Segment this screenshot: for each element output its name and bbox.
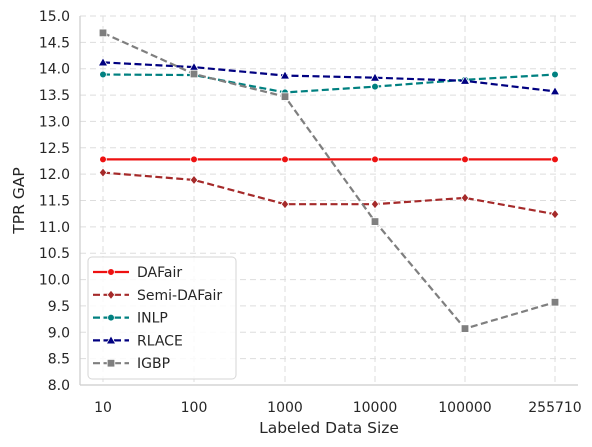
series-dafair [99, 155, 559, 164]
igbp-point [460, 324, 470, 333]
semi-dafair-point [460, 192, 470, 204]
y-tick-label: 11.5 [39, 194, 70, 210]
dafair-point [190, 155, 198, 164]
legend-item-igbp: IGBP [93, 356, 170, 372]
y-tick-label: 15.0 [39, 9, 70, 25]
igbp-point [370, 217, 380, 226]
y-tick-label: 14.0 [39, 62, 70, 78]
semi-dafair-point [98, 167, 108, 178]
y-tick-label: 12.5 [39, 141, 70, 157]
dafair-point [551, 155, 559, 164]
igbp-point [189, 69, 199, 79]
y-tick-label: 10.5 [39, 246, 70, 262]
y-tick-label: 13.5 [39, 88, 70, 104]
legend-label: RLACE [137, 333, 183, 349]
x-tick-label: 10 [94, 400, 112, 416]
legend-item-inlp: INLP [93, 311, 168, 327]
legend-item-rlace: RLACE [93, 333, 183, 349]
x-tick-label: 255710 [528, 400, 581, 416]
axes [79, 16, 578, 386]
legend-marker [107, 313, 115, 322]
inlp-line [102, 73, 556, 94]
rlace-point [459, 75, 471, 85]
x-tick-label: 10000 [353, 400, 398, 416]
series-inlp [99, 70, 559, 97]
semi-dafair-point [189, 174, 199, 186]
legend-item-semi-dafair: Semi-DAFair [93, 288, 222, 304]
legend-label: INLP [137, 311, 168, 327]
y-tick-label: 9.5 [48, 299, 70, 315]
legend-box [87, 256, 237, 380]
y-tick-label: 10.0 [39, 273, 70, 289]
legend-items: DAFair Semi-DAFair INLP RLACE IGBP [93, 265, 222, 372]
inlp-point [551, 70, 559, 79]
igbp-point [550, 298, 560, 307]
dafair-point [99, 155, 107, 164]
legend-marker [107, 268, 115, 276]
legend-label: IGBP [137, 356, 170, 372]
rlace-point [97, 56, 109, 67]
legend-marker [105, 334, 117, 345]
dafair-point [461, 155, 469, 164]
series-rlace [97, 56, 561, 96]
legend-label: DAFair [137, 265, 182, 281]
y-tick-labels: 8.0 8.5 9.0 9.5 10.0 10.5 11.0 11.5 12.0 12.5 13.0… [39, 9, 70, 394]
igbp-point [280, 92, 290, 101]
semi-dafair-point [370, 198, 380, 210]
series-lines [97, 28, 561, 333]
semi-dafair-line [102, 171, 556, 216]
rlace-line [102, 61, 556, 93]
y-tick-label: 11.0 [39, 220, 70, 236]
y-tick-label: 9.0 [48, 325, 70, 341]
legend-label: Semi-DAFair [137, 288, 222, 304]
rlace-point [279, 70, 291, 80]
y-tick-label: 8.5 [48, 352, 70, 368]
legend-marker [106, 358, 116, 368]
y-tick-label: 8.0 [48, 378, 70, 394]
semi-dafair-point [550, 208, 560, 220]
inlp-point [99, 70, 107, 79]
dafair-point [371, 155, 379, 164]
x-tick-label: 100000 [438, 400, 491, 416]
dafair-point [281, 155, 289, 164]
y-tick-label: 13.0 [39, 114, 70, 130]
igbp-point [98, 28, 108, 38]
y-tick-label: 14.5 [39, 35, 70, 51]
semi-dafair-point [280, 198, 290, 210]
x-tick-labels: 10 100 1000 10000 100000 255710 [94, 400, 582, 416]
y-tick-label: 12.0 [39, 167, 70, 183]
rlace-point [369, 72, 381, 82]
series-semi-dafair [98, 167, 560, 220]
x-tick-label: 100 [181, 400, 208, 416]
legend-marker [106, 289, 116, 301]
x-axis-title: Labeled Data Size [259, 419, 399, 437]
rlace-point [549, 85, 561, 96]
series-igbp [98, 28, 560, 333]
legend: DAFair Semi-DAFair INLP RLACE IGBP [87, 256, 237, 380]
inlp-point [371, 82, 379, 91]
legend-item-dafair: DAFair [93, 265, 182, 281]
x-tick-label: 1000 [267, 400, 303, 416]
y-axis-title: TPR GAP [10, 167, 28, 234]
